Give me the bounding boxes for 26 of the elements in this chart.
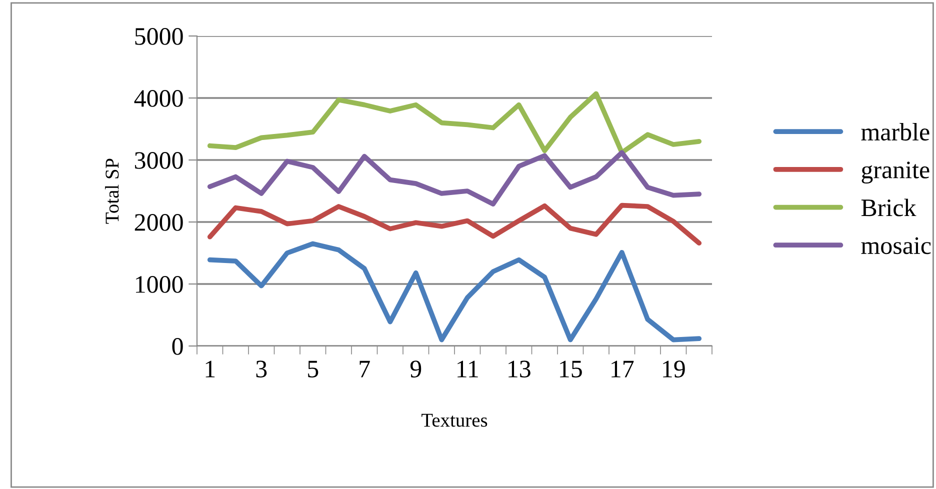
y-tick-label: 4000	[134, 90, 183, 107]
line-series	[207, 150, 702, 206]
legend-label: marble	[861, 122, 930, 141]
x-tick-label: 5	[308, 360, 318, 378]
x-tick-label: 19	[663, 360, 685, 378]
y-axis-title: Total SP	[105, 158, 119, 224]
y-tick-label: 2000	[134, 214, 183, 231]
legend-label: Brick	[861, 198, 916, 216]
x-axis-title: Textures	[422, 414, 488, 427]
x-tick-label: 7	[360, 360, 370, 378]
x-tick-label: 1	[206, 360, 215, 378]
x-tick-label: 9	[410, 360, 422, 378]
x-tick-label: 13	[508, 360, 530, 378]
y-tick-label: 5000	[135, 28, 183, 45]
y-tick-label: 3000	[135, 152, 183, 169]
y-tick-label: 1000	[136, 276, 183, 293]
x-tick-label: 15	[560, 360, 582, 378]
legend-label: granite	[862, 162, 930, 184]
x-tick-label: 17	[612, 360, 634, 378]
y-tick-label: 0	[172, 338, 183, 355]
x-tick-label: 3	[256, 360, 267, 378]
legend-label: mosaic	[861, 237, 931, 254]
line-series	[207, 241, 702, 342]
line-series	[207, 202, 702, 246]
line-series	[207, 91, 702, 155]
x-tick-label: 11	[458, 360, 478, 378]
